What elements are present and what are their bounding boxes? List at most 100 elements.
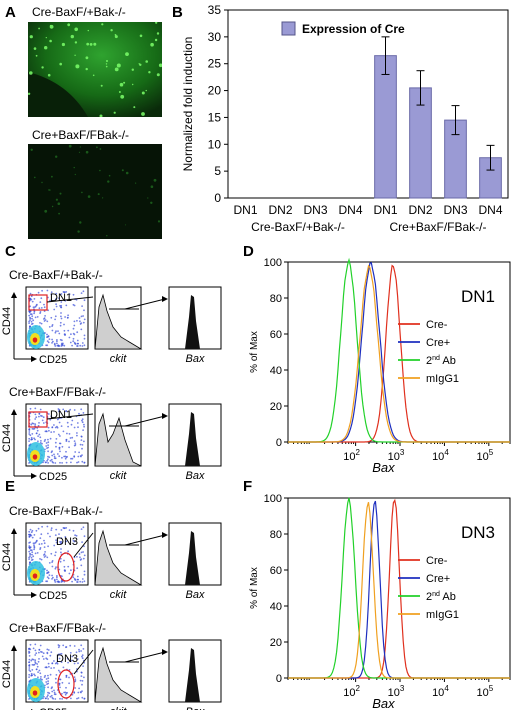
cell-dot: [41, 655, 44, 658]
cell-dot: [34, 654, 37, 656]
fluorescence-speck: [29, 71, 33, 75]
cell-dot: [78, 317, 81, 319]
fluorescence-speck: [141, 112, 145, 116]
panel-a-bottom-label: Cre+BaxF/FBak-/-: [32, 128, 130, 142]
x-tick-exponent: 4: [444, 684, 449, 693]
cell-dot: [81, 342, 84, 344]
legend-label: 2nd Ab: [426, 591, 456, 603]
cell-dot: [31, 551, 34, 554]
y-tick-label: 60: [270, 329, 282, 341]
cell-dot: [28, 658, 31, 661]
cell-dot: [76, 339, 79, 342]
cell-dot: [51, 560, 54, 562]
fluorescence-speck: [78, 151, 81, 153]
flow-row: CD44 CD25 DN3 ckit Bax: [1, 639, 222, 710]
fluorescence-speck: [141, 91, 145, 95]
gate-connector: [46, 413, 94, 420]
cell-dot: [52, 340, 54, 343]
bar-chart-b: 0 5 10 15 20 25 30 35 Normalized fold induction E…: [181, 3, 509, 234]
cell-dot: [29, 561, 31, 564]
cell-dot: [80, 691, 82, 694]
cell-dot: [33, 298, 36, 300]
cell-dot: [75, 534, 78, 537]
panel-a-bottom-image: [28, 144, 162, 239]
cell-dot: [64, 316, 66, 318]
cell-dot: [83, 697, 86, 700]
cell-dot: [34, 552, 37, 555]
cell-dot: [73, 692, 76, 694]
fluorescence-speck: [153, 178, 157, 182]
cell-dot: [69, 652, 72, 654]
density-red: [32, 337, 38, 343]
cell-dot: [55, 674, 58, 676]
cell-dot: [71, 655, 74, 658]
y-tick-label: 20: [208, 84, 222, 98]
fluorescence-speck: [135, 182, 137, 184]
cell-dot: [60, 537, 63, 539]
fluorescence-speck: [28, 92, 31, 95]
gate-label: DN1: [50, 409, 72, 421]
fluorescence-speck: [101, 23, 104, 26]
fluorescence-speck: [74, 41, 78, 44]
cell-dot: [82, 412, 85, 414]
category-label: DN4: [478, 203, 502, 217]
cell-dot: [50, 431, 53, 433]
cell-dot: [51, 342, 53, 344]
cell-dot: [68, 446, 70, 449]
cell-dot: [58, 442, 61, 445]
cell-dot: [64, 536, 67, 538]
cell-dot: [74, 342, 76, 345]
cell-dot: [50, 529, 53, 531]
cell-dot: [83, 440, 85, 443]
cell-dot: [34, 643, 37, 646]
cell-dot: [31, 322, 34, 325]
fluorescence-speck: [75, 64, 80, 69]
fluorescence-speck: [49, 39, 52, 43]
cell-dot: [60, 293, 63, 295]
cell-dot: [56, 339, 58, 341]
fluorescence-speck: [138, 63, 140, 65]
cell-dot: [58, 446, 61, 449]
cell-dot: [47, 677, 50, 680]
y-marker-label: CD44: [1, 307, 13, 335]
x-tick-label: 104: [432, 684, 449, 699]
arrow-head: [162, 296, 168, 302]
fluorescence-speck: [33, 47, 37, 50]
ckit-label: ckit: [110, 589, 127, 601]
cell-dot: [66, 432, 68, 435]
cell-dot: [76, 578, 79, 581]
fluorescence-speck: [85, 56, 89, 60]
cell-dot: [50, 415, 53, 418]
cell-dot: [62, 408, 65, 411]
cell-dot: [80, 671, 83, 674]
cell-dot: [53, 455, 56, 458]
cell-dot: [28, 661, 31, 664]
fluorescence-speck: [47, 73, 51, 77]
cell-dot: [44, 438, 47, 441]
cell-dot: [30, 298, 33, 301]
cell-dot: [28, 558, 30, 560]
cell-dot: [56, 342, 58, 345]
cell-dot: [30, 436, 33, 439]
cell-dot: [71, 457, 74, 460]
y-tick-label: 100: [264, 257, 282, 269]
category-label: DN1: [233, 203, 257, 217]
cell-dot: [53, 457, 56, 460]
cell-dot: [72, 576, 75, 579]
cell-dot: [35, 652, 38, 655]
fluorescence-speck: [30, 148, 33, 151]
cell-dot: [74, 687, 77, 689]
cell-dot: [65, 676, 68, 678]
fluorescence-speck: [114, 35, 118, 39]
cell-dot: [31, 658, 34, 661]
cell-dot: [29, 325, 31, 328]
cell-dot: [79, 556, 81, 559]
cell-dot: [29, 643, 32, 646]
ckit-histogram: [94, 293, 143, 350]
cell-dot: [49, 535, 51, 538]
cell-dot: [32, 647, 35, 650]
cell-dot: [46, 576, 49, 578]
cell-dot: [65, 410, 67, 413]
